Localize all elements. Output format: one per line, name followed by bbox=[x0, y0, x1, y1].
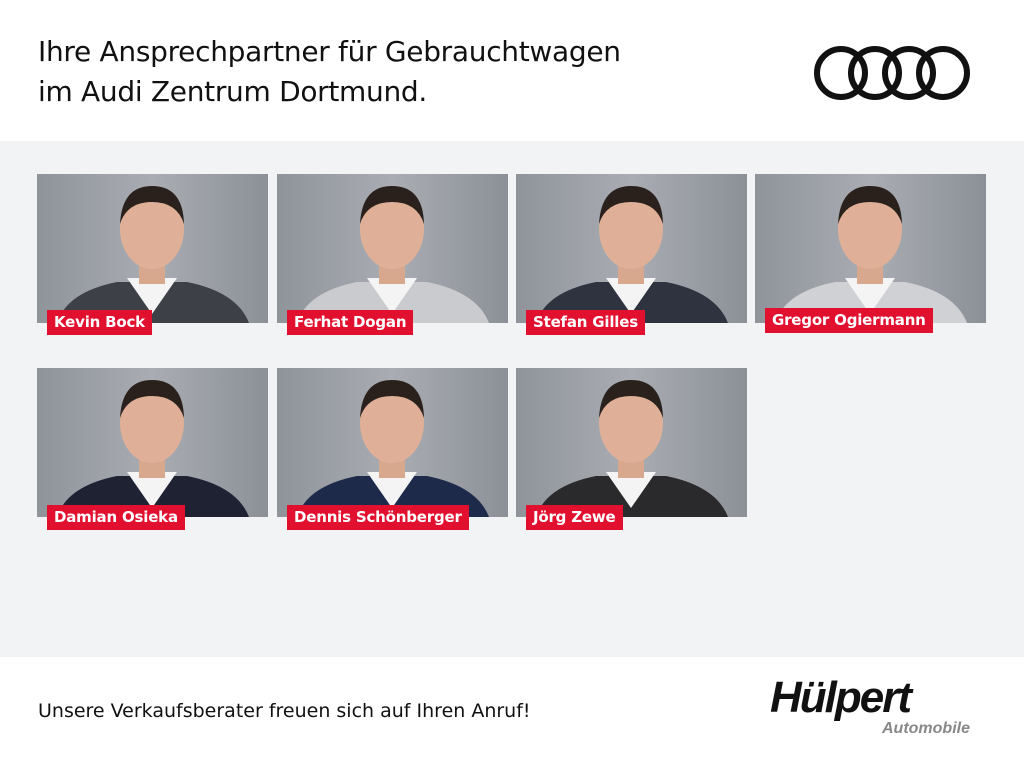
contact-name-label: Dennis Schönberger bbox=[287, 505, 469, 530]
contact-name-label: Stefan Gilles bbox=[526, 310, 645, 335]
contact-photo bbox=[755, 174, 986, 323]
contact-name-label: Gregor Ogiermann bbox=[765, 308, 933, 333]
contact-card: Jörg Zewe bbox=[516, 368, 747, 530]
contact-photo bbox=[516, 174, 747, 323]
contact-card: Stefan Gilles bbox=[516, 174, 747, 335]
page-title: Ihre Ansprechpartner für Gebrauchtwagen … bbox=[38, 32, 621, 112]
audi-logo bbox=[814, 46, 970, 100]
contact-name-label: Damian Osieka bbox=[47, 505, 185, 530]
contact-name-label: Jörg Zewe bbox=[526, 505, 623, 530]
contact-photo bbox=[37, 174, 268, 323]
contact-card: Damian Osieka bbox=[37, 368, 268, 530]
contact-card: Ferhat Dogan bbox=[277, 174, 508, 335]
huelpert-logo: Hülpert Automobile bbox=[770, 673, 970, 738]
title-line-1: Ihre Ansprechpartner für Gebrauchtwagen bbox=[38, 35, 621, 68]
contact-card: Gregor Ogiermann bbox=[755, 174, 986, 333]
logo-main: Hülpert bbox=[770, 673, 912, 722]
contact-photo bbox=[277, 174, 508, 323]
footer bbox=[0, 657, 1024, 768]
contact-photo bbox=[516, 368, 747, 517]
contact-name-label: Ferhat Dogan bbox=[287, 310, 414, 335]
title-line-2: im Audi Zentrum Dortmund. bbox=[38, 75, 427, 108]
footer-slogan: Unsere Verkaufsberater freuen sich auf I… bbox=[38, 700, 531, 722]
contact-photo bbox=[277, 368, 508, 517]
contact-name-label: Kevin Bock bbox=[47, 310, 152, 335]
contact-photo bbox=[37, 368, 268, 517]
header: Ihre Ansprechpartner für Gebrauchtwagen … bbox=[0, 0, 1024, 141]
contact-card: Dennis Schönberger bbox=[277, 368, 508, 530]
logo-sub: Automobile bbox=[882, 720, 970, 737]
contact-card: Kevin Bock bbox=[37, 174, 268, 335]
